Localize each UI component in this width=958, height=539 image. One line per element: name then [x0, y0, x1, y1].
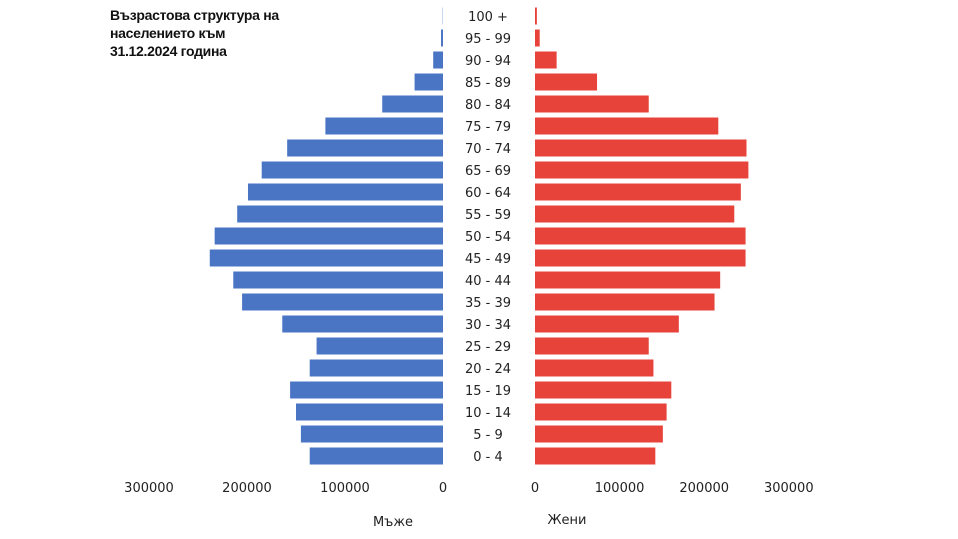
category-label: 30 - 34 — [465, 318, 511, 333]
bar-women-14 — [535, 315, 679, 333]
chart-title-line: 31.12.2024 година — [110, 43, 227, 59]
category-label: 5 - 9 — [473, 428, 503, 443]
category-label: 35 - 39 — [465, 296, 511, 311]
right-tick-label: 300000 — [764, 481, 814, 496]
bar-men-12 — [233, 271, 443, 289]
bar-women-18 — [535, 403, 667, 421]
bar-men-20 — [309, 447, 443, 465]
bar-men-16 — [309, 359, 443, 377]
bar-men-8 — [247, 183, 443, 201]
bar-women-6 — [535, 139, 747, 157]
category-label: 100 + — [468, 10, 508, 25]
bar-women-0 — [535, 7, 537, 25]
category-label: 55 - 59 — [465, 208, 511, 223]
axis-label-women: Жени — [548, 513, 587, 528]
category-label: 25 - 29 — [465, 340, 511, 355]
bar-men-10 — [214, 227, 443, 245]
bar-men-7 — [261, 161, 443, 179]
bar-women-8 — [535, 183, 741, 201]
bar-men-13 — [242, 293, 443, 311]
left-tick-label: 200000 — [222, 481, 272, 496]
category-label: 70 - 74 — [465, 142, 511, 157]
category-label: 85 - 89 — [465, 76, 511, 91]
bar-women-2 — [535, 51, 557, 69]
category-label: 45 - 49 — [465, 252, 511, 267]
bar-women-20 — [535, 447, 656, 465]
category-label: 20 - 24 — [465, 362, 511, 377]
bar-men-18 — [296, 403, 443, 421]
bar-men-4 — [382, 95, 443, 113]
bar-men-3 — [414, 73, 443, 91]
bar-women-17 — [535, 381, 672, 399]
category-label: 10 - 14 — [465, 406, 511, 421]
bar-men-17 — [290, 381, 443, 399]
bar-men-6 — [287, 139, 443, 157]
category-label: 50 - 54 — [465, 230, 511, 245]
bar-women-15 — [535, 337, 649, 355]
bar-men-15 — [316, 337, 443, 355]
chart-title-line: Възрастова структура на — [110, 7, 279, 23]
axis-label-men: Мъже — [373, 515, 413, 530]
bar-men-14 — [282, 315, 443, 333]
category-label: 75 - 79 — [465, 120, 511, 135]
bar-men-11 — [209, 249, 443, 267]
category-label: 15 - 19 — [465, 384, 511, 399]
bar-women-9 — [535, 205, 735, 223]
bar-men-19 — [300, 425, 443, 443]
bar-women-3 — [535, 73, 598, 91]
right-tick-label: 200000 — [679, 481, 729, 496]
left-tick-label: 300000 — [124, 481, 174, 496]
category-label: 95 - 99 — [465, 32, 511, 47]
bar-women-19 — [535, 425, 663, 443]
right-tick-label: 100000 — [595, 481, 645, 496]
bar-men-2 — [433, 51, 443, 69]
bar-women-11 — [535, 249, 746, 267]
bar-men-9 — [237, 205, 443, 223]
bar-women-5 — [535, 117, 719, 135]
category-label: 65 - 69 — [465, 164, 511, 179]
left-tick-label: 0 — [439, 481, 447, 496]
bar-women-13 — [535, 293, 715, 311]
category-label: 60 - 64 — [465, 186, 511, 201]
chart-title: Възрастова структура на населението към … — [110, 6, 350, 60]
bar-women-7 — [535, 161, 749, 179]
bar-men-1 — [441, 29, 443, 47]
left-tick-label: 100000 — [320, 481, 370, 496]
bar-women-12 — [535, 271, 721, 289]
bar-women-1 — [535, 29, 540, 47]
right-tick-label: 0 — [531, 481, 539, 496]
chart-title-line: населението към — [110, 25, 226, 41]
bar-men-5 — [325, 117, 443, 135]
bar-women-10 — [535, 227, 746, 245]
category-label: 0 - 4 — [473, 450, 503, 465]
category-label: 40 - 44 — [465, 274, 511, 289]
bar-women-4 — [535, 95, 649, 113]
bar-women-16 — [535, 359, 654, 377]
category-label: 90 - 94 — [465, 54, 511, 69]
category-label: 80 - 84 — [465, 98, 511, 113]
